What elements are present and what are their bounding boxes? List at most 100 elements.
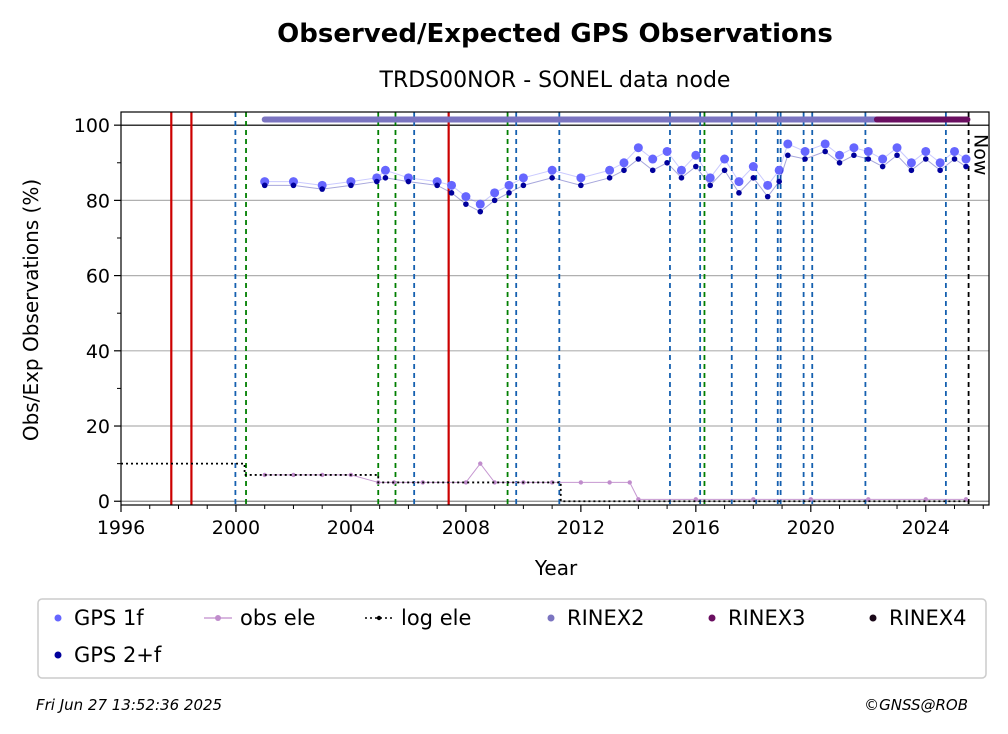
data-point	[547, 165, 557, 175]
data-point	[605, 165, 615, 175]
legend-item: GPS 1f	[54, 606, 144, 630]
data-point	[607, 480, 612, 485]
data-point	[961, 154, 971, 164]
data-point	[633, 143, 643, 153]
y-tick-label: 60	[86, 266, 110, 288]
data-point	[892, 143, 902, 153]
data-point	[382, 175, 389, 181]
legend-label: log ele	[401, 606, 471, 630]
data-point	[664, 159, 670, 166]
x-axis: 1996 2000 2004 2008 2012 2016 2020 2024	[97, 505, 984, 539]
data-point	[319, 472, 325, 478]
data-point	[783, 139, 793, 149]
series-line	[264, 143, 967, 205]
series-gps-1f	[260, 139, 971, 209]
data-point	[380, 165, 390, 175]
data-point	[648, 154, 658, 164]
log-ele-line	[121, 462, 969, 503]
x-tick-label: 2020	[787, 517, 835, 539]
data-point	[319, 186, 325, 192]
plot-frame	[120, 111, 990, 506]
legend-label: RINEX2	[567, 606, 645, 630]
data-point	[707, 182, 714, 189]
data-point	[822, 148, 828, 155]
legend-label: obs ele	[240, 606, 315, 630]
legend-item: RINEX4	[869, 606, 967, 630]
data-point	[478, 461, 483, 466]
x-tick-label: 2000	[212, 517, 260, 539]
data-point	[649, 167, 656, 174]
data-point	[662, 146, 672, 156]
data-point	[578, 480, 584, 485]
event-lines	[170, 112, 970, 505]
legend-label: RINEX4	[889, 606, 967, 630]
grid-layer	[121, 124, 989, 502]
data-point	[963, 163, 969, 170]
legend-marker	[708, 614, 716, 622]
data-point	[348, 182, 354, 189]
data-point	[937, 167, 943, 174]
footer-timestamp: Fri Jun 27 13:52:36 2025	[36, 696, 222, 714]
data-point	[261, 182, 268, 189]
x-tick-label: 1996	[97, 517, 145, 539]
data-point	[720, 154, 730, 164]
data-point	[463, 201, 469, 207]
legend-marker	[869, 614, 877, 622]
data-point	[879, 163, 886, 170]
legend-marker	[54, 651, 62, 659]
data-point	[950, 146, 960, 156]
data-point	[374, 178, 380, 185]
legend-item: RINEX2	[547, 606, 645, 630]
data-point	[492, 480, 497, 485]
data-point	[802, 156, 808, 162]
series-line	[264, 462, 967, 500]
legend-marker	[54, 614, 62, 622]
data-point	[705, 173, 715, 183]
data-point	[835, 150, 845, 160]
y-axis-label: Obs/Exp Observations (%)	[19, 179, 43, 441]
legend-item: GPS 2+f	[54, 643, 162, 667]
series-line	[264, 150, 967, 213]
data-point	[291, 472, 296, 478]
data-point	[785, 152, 791, 159]
series-obs-ele	[262, 461, 969, 502]
data-point	[935, 158, 945, 168]
data-point	[477, 208, 484, 215]
data-point	[764, 193, 771, 200]
legend-label: GPS 1f	[74, 606, 144, 630]
data-point	[576, 173, 586, 183]
legend-marker	[376, 615, 382, 621]
data-point	[691, 150, 701, 160]
y-tick-label: 80	[86, 190, 110, 212]
y-tick-label: 100	[74, 115, 110, 137]
legend-item: log ele	[365, 606, 471, 630]
legend-label: RINEX3	[728, 606, 806, 630]
data-point	[774, 165, 784, 175]
data-point	[906, 158, 916, 168]
data-point	[506, 190, 512, 196]
legend-box	[37, 598, 987, 679]
data-point	[721, 167, 728, 174]
y-tick-label: 40	[86, 341, 110, 363]
legend-marker	[547, 614, 555, 622]
data-point	[578, 182, 584, 189]
data-point	[619, 158, 629, 168]
data-point	[635, 156, 642, 162]
y-tick-label: 20	[86, 416, 110, 438]
data-point	[894, 152, 900, 159]
data-point	[763, 180, 773, 190]
x-tick-label: 2008	[442, 517, 490, 539]
x-tick-label: 2024	[902, 517, 950, 539]
x-axis-label: Year	[534, 556, 578, 580]
data-point	[693, 163, 699, 170]
data-point	[627, 480, 632, 485]
data-point	[621, 167, 627, 174]
legend-label: GPS 2+f	[74, 643, 162, 667]
data-point	[676, 165, 686, 175]
data-point	[851, 152, 857, 159]
data-point	[491, 197, 498, 204]
footer-credit: ©GNSS@ROB	[864, 696, 968, 714]
chart-title: Observed/Expected GPS Observations	[277, 19, 833, 49]
data-point	[800, 146, 810, 156]
